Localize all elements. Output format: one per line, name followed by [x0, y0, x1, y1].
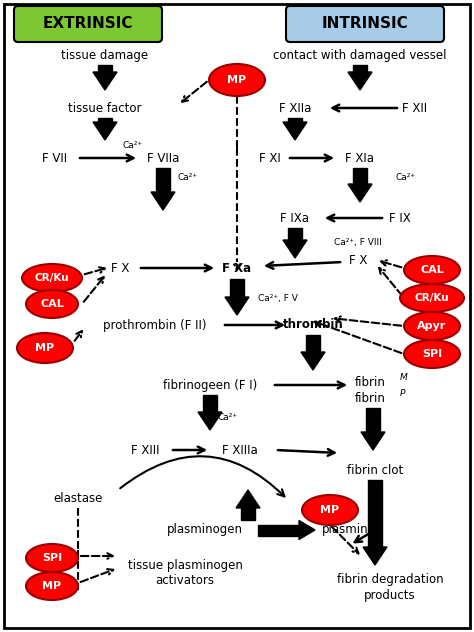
Text: tissue plasminogen: tissue plasminogen [128, 559, 242, 571]
Ellipse shape [26, 290, 78, 318]
FancyBboxPatch shape [14, 6, 162, 42]
FancyBboxPatch shape [4, 4, 470, 628]
Text: fibrin: fibrin [355, 375, 386, 389]
Ellipse shape [26, 572, 78, 600]
Polygon shape [258, 525, 299, 535]
Text: MP: MP [228, 75, 246, 85]
Polygon shape [230, 279, 244, 297]
Text: F XIII: F XIII [131, 444, 159, 456]
Text: F Xa: F Xa [222, 262, 252, 274]
Text: SPI: SPI [42, 553, 62, 563]
Text: P: P [400, 389, 405, 399]
Text: CR/Ku: CR/Ku [35, 273, 69, 283]
Polygon shape [288, 228, 302, 240]
Polygon shape [353, 65, 367, 72]
Polygon shape [283, 122, 307, 140]
Ellipse shape [22, 264, 82, 292]
Text: prothrombin (F II): prothrombin (F II) [103, 319, 207, 332]
Text: F XIa: F XIa [346, 152, 374, 164]
Polygon shape [353, 168, 367, 184]
Text: contact with damaged vessel: contact with damaged vessel [273, 49, 447, 61]
Text: activators: activators [155, 574, 215, 588]
Ellipse shape [302, 495, 358, 525]
Text: F IXa: F IXa [281, 212, 310, 224]
Ellipse shape [404, 340, 460, 368]
Text: fibrinogeen (F I): fibrinogeen (F I) [163, 379, 257, 391]
Text: fibrin: fibrin [355, 391, 386, 404]
Text: F XII: F XII [402, 102, 428, 114]
Text: INTRINSIC: INTRINSIC [322, 16, 409, 32]
Ellipse shape [404, 256, 460, 284]
Text: MP: MP [36, 343, 55, 353]
Text: Ca²⁺, F VIII: Ca²⁺, F VIII [334, 238, 382, 246]
Polygon shape [301, 352, 325, 370]
Polygon shape [241, 508, 255, 520]
Text: F XI: F XI [259, 152, 281, 164]
Polygon shape [225, 297, 249, 315]
Text: Apyr: Apyr [418, 321, 447, 331]
Text: tissue factor: tissue factor [68, 102, 142, 114]
Polygon shape [361, 432, 385, 450]
Polygon shape [151, 192, 175, 210]
Polygon shape [288, 118, 302, 122]
Text: F X: F X [111, 262, 129, 274]
Text: MP: MP [320, 505, 339, 515]
Polygon shape [198, 412, 222, 430]
Polygon shape [299, 521, 315, 540]
Polygon shape [306, 335, 320, 352]
Text: F XIIIa: F XIIIa [222, 444, 258, 456]
Text: F X: F X [349, 253, 367, 267]
Polygon shape [363, 547, 387, 565]
Text: CAL: CAL [420, 265, 444, 275]
Text: EXTRINSIC: EXTRINSIC [43, 16, 133, 32]
Polygon shape [93, 122, 117, 140]
Text: fibrin degradation: fibrin degradation [337, 573, 443, 586]
Text: fibrin clot: fibrin clot [347, 463, 403, 477]
Text: F VII: F VII [43, 152, 68, 164]
Text: Ca²⁺: Ca²⁺ [123, 140, 143, 150]
Polygon shape [368, 480, 382, 547]
Text: plasminogen: plasminogen [167, 523, 243, 537]
Text: SPI: SPI [422, 349, 442, 359]
Text: F VIIa: F VIIa [147, 152, 179, 164]
Polygon shape [348, 184, 372, 202]
Text: elastase: elastase [53, 492, 103, 504]
Text: tissue damage: tissue damage [62, 49, 148, 61]
Text: CR/Ku: CR/Ku [415, 293, 449, 303]
Polygon shape [348, 72, 372, 90]
Ellipse shape [17, 333, 73, 363]
Text: Ca²⁺: Ca²⁺ [178, 174, 198, 183]
Ellipse shape [209, 64, 265, 96]
Ellipse shape [26, 544, 78, 572]
Ellipse shape [404, 312, 460, 340]
Text: Ca²⁺: Ca²⁺ [218, 413, 238, 423]
Polygon shape [236, 490, 260, 508]
Text: thrombin: thrombin [283, 319, 343, 332]
Text: MP: MP [43, 581, 62, 591]
Text: plasmin: plasmin [322, 523, 368, 537]
Polygon shape [156, 168, 170, 192]
Text: products: products [364, 590, 416, 602]
Polygon shape [93, 72, 117, 90]
Text: F XIIa: F XIIa [279, 102, 311, 114]
Text: M: M [400, 374, 408, 382]
FancyBboxPatch shape [286, 6, 444, 42]
Polygon shape [203, 395, 217, 412]
Text: Ca²⁺, F V: Ca²⁺, F V [258, 293, 298, 303]
Text: F IX: F IX [389, 212, 411, 224]
Polygon shape [98, 118, 112, 122]
Polygon shape [366, 408, 380, 432]
Polygon shape [283, 240, 307, 258]
Text: CAL: CAL [40, 299, 64, 309]
Polygon shape [98, 65, 112, 72]
Text: Ca²⁺: Ca²⁺ [396, 174, 416, 183]
Ellipse shape [400, 284, 464, 312]
